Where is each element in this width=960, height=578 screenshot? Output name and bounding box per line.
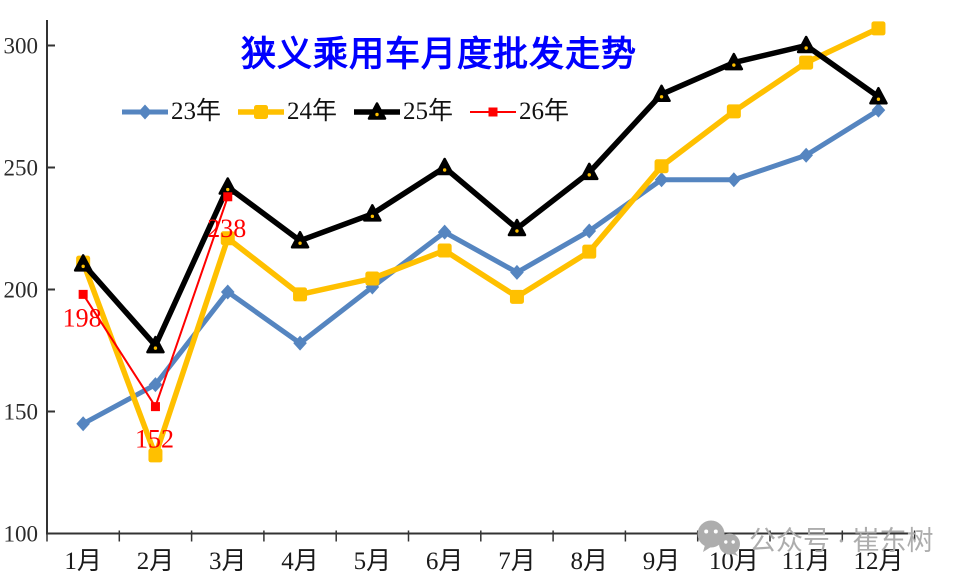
legend-item-26: 26年 (470, 99, 569, 125)
y-tick-label: 250 (4, 156, 39, 181)
y-tick-label: 150 (4, 400, 39, 425)
y-axis: 100 150 200 250 300 (4, 20, 55, 547)
square-marker-icon (238, 105, 285, 119)
wechat-icon (697, 520, 740, 556)
legend-label-25: 25年 (403, 98, 454, 125)
data-labels: 198 152 238 (63, 214, 247, 454)
watermark: 公众号 · 崔东树 (696, 518, 934, 558)
legend-label-23: 23年 (171, 98, 222, 125)
x-tick-label: 8月 (570, 548, 608, 575)
small-square-marker-icon (470, 107, 517, 117)
series-25年 (73, 35, 888, 354)
series-26年 (78, 192, 233, 412)
x-tick-label: 3月 (209, 548, 247, 575)
y-tick-label: 300 (4, 34, 39, 59)
watermark-text: 公众号 · 崔东树 (749, 525, 934, 556)
y-tick-label: 200 (4, 278, 39, 303)
x-tick-label: 4月 (281, 548, 319, 575)
legend-label-26: 26年 (519, 98, 570, 125)
chart-legend: 23年 24年 25年 26年 (122, 99, 569, 125)
data-label: 152 (135, 425, 174, 454)
x-tick-label: 5月 (354, 548, 392, 575)
x-tick-label: 12月 (853, 548, 903, 575)
chart-title: 狭义乘用车月度批发走势 (240, 35, 638, 74)
series-23年 (76, 102, 886, 432)
x-tick-label: 6月 (426, 548, 464, 575)
x-tick-label: 2月 (137, 548, 175, 575)
legend-item-23: 23年 (122, 99, 221, 125)
x-tick-label: 11月 (782, 548, 831, 575)
series-24年 (76, 21, 886, 463)
legend-label-24: 24年 (287, 98, 338, 125)
triangle-marker-icon (354, 102, 401, 120)
legend-item-25: 25年 (354, 99, 453, 125)
data-label: 238 (207, 214, 246, 243)
legend-item-24: 24年 (238, 99, 337, 125)
x-tick-label: 7月 (498, 548, 536, 575)
data-label: 198 (63, 303, 102, 332)
x-tick-label: 1月 (64, 548, 102, 575)
x-tick-label: 9月 (643, 548, 681, 575)
diamond-marker-icon (122, 104, 168, 120)
x-axis: 1月 2月 3月 4月 5月 6月 7月 8月 9月 10月 11月 12月 (46, 530, 916, 575)
y-tick-label: 100 (4, 522, 39, 547)
